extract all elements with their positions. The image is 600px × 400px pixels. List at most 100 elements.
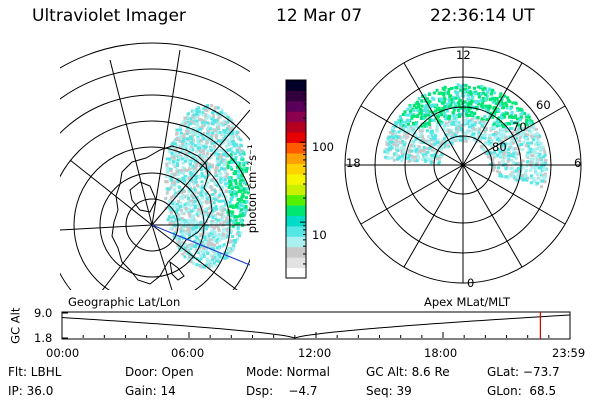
geo-lat-circle xyxy=(60,120,250,290)
aurora-pixel xyxy=(419,116,423,120)
aurora-pixel xyxy=(530,120,534,124)
aurora-pixel xyxy=(170,208,174,212)
altitude-strip xyxy=(61,311,571,340)
aurora-pixel xyxy=(182,135,186,139)
aurora-pixel xyxy=(420,124,424,128)
aurora-pixel xyxy=(412,108,416,112)
aurora-pixel xyxy=(186,244,190,248)
aurora-pixel xyxy=(204,192,208,196)
aurora-pixel xyxy=(215,178,219,182)
aurora-pixel xyxy=(496,138,500,142)
colorbar-cell xyxy=(286,152,306,164)
aurora-pixel xyxy=(495,109,499,113)
aurora-pixel xyxy=(405,132,409,136)
aurora-pixel xyxy=(432,103,436,107)
aurora-pixel xyxy=(400,136,404,140)
aurora-pixel xyxy=(186,130,190,134)
aurora-pixel xyxy=(424,159,428,163)
aurora-pixel xyxy=(485,104,489,108)
aurora-pixel xyxy=(173,188,177,192)
aurora-pixel xyxy=(213,195,217,199)
aurora-pixel xyxy=(208,200,212,204)
aurora-pixel xyxy=(466,121,470,125)
aurora-pixel xyxy=(423,158,427,162)
aurora-pixel xyxy=(397,130,401,134)
aurora-pixel xyxy=(470,117,474,121)
aurora-pixel xyxy=(401,120,405,124)
aurora-pixel xyxy=(453,122,457,126)
aurora-pixel xyxy=(190,109,194,113)
aurora-pixel xyxy=(187,128,191,132)
aurora-pixel xyxy=(437,156,441,160)
footer-glon: GLon: 68.5 xyxy=(487,384,557,398)
aurora-pixel xyxy=(450,141,454,145)
aurora-pixel xyxy=(188,243,192,247)
aurora-pixel xyxy=(434,109,438,113)
aurora-pixel xyxy=(215,174,219,178)
aurora-pixel xyxy=(442,100,446,104)
aurora-pixel xyxy=(210,188,214,192)
aurora-pixel xyxy=(540,179,544,183)
aurora-pixel xyxy=(240,177,244,181)
aurora-pixel xyxy=(519,108,523,112)
aurora-pixel xyxy=(446,141,450,145)
aurora-pixel xyxy=(505,148,509,152)
aurora-pixel xyxy=(184,142,188,146)
aurora-pixel xyxy=(516,120,520,124)
aurora-pixel xyxy=(178,125,182,129)
aurora-pixel xyxy=(466,136,470,140)
aurora-pixel xyxy=(482,98,486,102)
aurora-pixel xyxy=(536,156,540,160)
aurora-pixel xyxy=(182,171,186,175)
aurora-pixel xyxy=(224,159,228,163)
aurora-pixel xyxy=(191,179,195,183)
aurora-pixel xyxy=(443,142,447,146)
aurora-pixel xyxy=(220,237,224,241)
aurora-pixel xyxy=(460,123,464,127)
aurora-pixel xyxy=(434,154,438,158)
aurora-pixel xyxy=(206,251,210,255)
aurora-pixel xyxy=(192,209,196,213)
aurora-pixel xyxy=(499,128,503,132)
aurora-pixel xyxy=(431,144,435,148)
aurora-pixel xyxy=(224,167,228,171)
aurora-pixel xyxy=(439,110,443,114)
aurora-pixel xyxy=(191,138,195,142)
aurora-pixel xyxy=(205,224,209,228)
time-label: 22:36:14 UT xyxy=(430,6,535,26)
aurora-pixel xyxy=(489,151,493,155)
aurora-pixel xyxy=(462,138,466,142)
aurora-pixel xyxy=(458,98,462,102)
altitude-x-ticks xyxy=(61,332,571,338)
aurora-pixel xyxy=(189,247,193,251)
aurora-pixel xyxy=(535,132,539,136)
aurora-pixel xyxy=(405,156,409,160)
aurora-pixel xyxy=(202,246,206,250)
aurora-pixel xyxy=(521,166,525,170)
aurora-pixel xyxy=(206,237,210,241)
aurora-pixel xyxy=(420,138,424,142)
aurora-pixel xyxy=(462,119,466,123)
aurora-pixel xyxy=(178,146,182,150)
aurora-pixel xyxy=(526,141,530,145)
aurora-pixel xyxy=(193,169,197,173)
aurora-pixel xyxy=(507,151,511,155)
aurora-pixel xyxy=(446,134,450,138)
aurora-pixel xyxy=(453,116,457,120)
aurora-pixel xyxy=(446,128,450,132)
aurora-pixel xyxy=(441,109,445,113)
aurora-pixel xyxy=(514,134,518,138)
aurora-pixel xyxy=(165,191,169,195)
aurora-pixel xyxy=(178,205,182,209)
aurora-pixel xyxy=(233,214,237,218)
aurora-pixel xyxy=(527,147,531,151)
aurora-pixel xyxy=(201,185,205,189)
aurora-pixel xyxy=(226,164,230,168)
aurora-pixel xyxy=(535,172,539,176)
aurora-pixel xyxy=(182,133,186,137)
aurora-pixel xyxy=(199,127,203,131)
aurora-pixel xyxy=(209,178,213,182)
aurora-pixel xyxy=(164,175,168,179)
aurora-pixel xyxy=(198,153,202,157)
aurora-pixel xyxy=(204,213,208,217)
